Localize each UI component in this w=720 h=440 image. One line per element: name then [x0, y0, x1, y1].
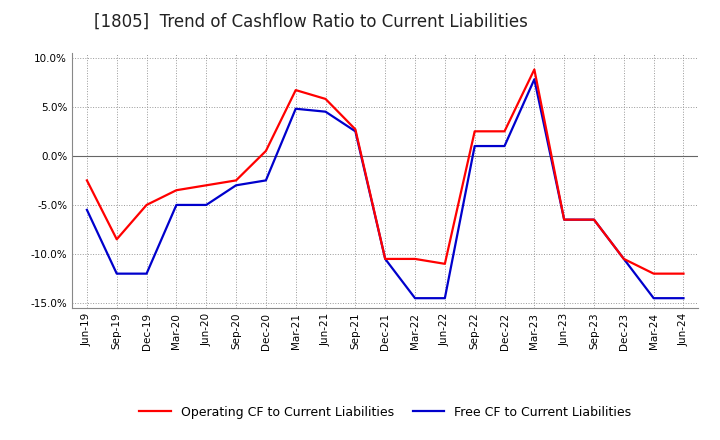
Text: [1805]  Trend of Cashflow Ratio to Current Liabilities: [1805] Trend of Cashflow Ratio to Curren…: [94, 13, 528, 31]
Free CF to Current Liabilities: [500, 143, 509, 149]
Line: Free CF to Current Liabilities: Free CF to Current Liabilities: [87, 79, 683, 298]
Free CF to Current Liabilities: [232, 183, 240, 188]
Free CF to Current Liabilities: [351, 128, 360, 134]
Operating CF to Current Liabilities: [410, 256, 419, 261]
Free CF to Current Liabilities: [172, 202, 181, 208]
Free CF to Current Liabilities: [441, 296, 449, 301]
Operating CF to Current Liabilities: [649, 271, 658, 276]
Free CF to Current Liabilities: [679, 296, 688, 301]
Legend: Operating CF to Current Liabilities, Free CF to Current Liabilities: Operating CF to Current Liabilities, Fre…: [135, 401, 636, 424]
Operating CF to Current Liabilities: [232, 178, 240, 183]
Operating CF to Current Liabilities: [470, 128, 479, 134]
Operating CF to Current Liabilities: [292, 88, 300, 93]
Operating CF to Current Liabilities: [172, 187, 181, 193]
Operating CF to Current Liabilities: [143, 202, 151, 208]
Operating CF to Current Liabilities: [202, 183, 210, 188]
Line: Operating CF to Current Liabilities: Operating CF to Current Liabilities: [87, 70, 683, 274]
Free CF to Current Liabilities: [470, 143, 479, 149]
Operating CF to Current Liabilities: [83, 178, 91, 183]
Operating CF to Current Liabilities: [590, 217, 598, 222]
Operating CF to Current Liabilities: [321, 96, 330, 102]
Operating CF to Current Liabilities: [351, 127, 360, 132]
Operating CF to Current Liabilities: [261, 148, 270, 154]
Operating CF to Current Liabilities: [441, 261, 449, 267]
Free CF to Current Liabilities: [292, 106, 300, 111]
Free CF to Current Liabilities: [112, 271, 121, 276]
Operating CF to Current Liabilities: [500, 128, 509, 134]
Free CF to Current Liabilities: [619, 256, 628, 261]
Operating CF to Current Liabilities: [381, 256, 390, 261]
Free CF to Current Liabilities: [649, 296, 658, 301]
Operating CF to Current Liabilities: [112, 237, 121, 242]
Free CF to Current Liabilities: [321, 109, 330, 114]
Free CF to Current Liabilities: [381, 256, 390, 261]
Operating CF to Current Liabilities: [619, 256, 628, 261]
Free CF to Current Liabilities: [202, 202, 210, 208]
Free CF to Current Liabilities: [143, 271, 151, 276]
Free CF to Current Liabilities: [83, 207, 91, 213]
Free CF to Current Liabilities: [410, 296, 419, 301]
Free CF to Current Liabilities: [590, 217, 598, 222]
Free CF to Current Liabilities: [530, 77, 539, 82]
Operating CF to Current Liabilities: [560, 217, 569, 222]
Operating CF to Current Liabilities: [679, 271, 688, 276]
Free CF to Current Liabilities: [560, 217, 569, 222]
Operating CF to Current Liabilities: [530, 67, 539, 72]
Free CF to Current Liabilities: [261, 178, 270, 183]
